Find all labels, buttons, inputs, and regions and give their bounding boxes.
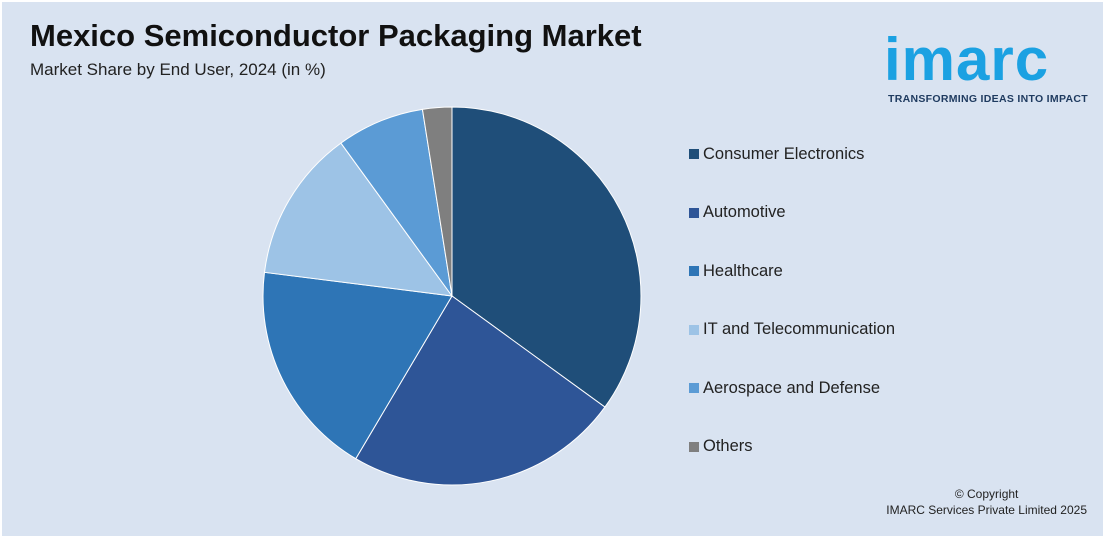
legend-item: Aerospace and Defense bbox=[689, 376, 895, 400]
legend-swatch bbox=[689, 441, 699, 452]
pie-chart bbox=[262, 106, 642, 486]
logo-tagline: TRANSFORMING IDEAS INTO IMPACT bbox=[888, 93, 1088, 105]
legend-swatch bbox=[689, 383, 699, 394]
logo-wordmark: imarc bbox=[884, 26, 1050, 93]
legend-item: Consumer Electronics bbox=[689, 142, 895, 166]
chart-title: Mexico Semiconductor Packaging Market bbox=[30, 18, 642, 53]
legend-swatch bbox=[689, 207, 699, 218]
pie-slice-healthcare bbox=[262, 271, 453, 460]
legend-swatch bbox=[689, 149, 699, 159]
copyright-line2: IMARC Services Private Limited 2025 bbox=[886, 503, 1087, 517]
pie-slice-it-and-telecommunication bbox=[263, 142, 454, 297]
legend-item: Healthcare bbox=[689, 259, 895, 283]
pie-slice-automotive bbox=[355, 295, 606, 486]
legend-item: Automotive bbox=[689, 201, 895, 225]
legend-item: Others bbox=[689, 435, 895, 459]
copyright-line1: © Copyright bbox=[954, 487, 1019, 501]
legend-item: IT and Telecommunication bbox=[689, 318, 895, 342]
chart-legend: Consumer Electronics Automotive Healthcare… bbox=[689, 142, 895, 494]
legend-label: Healthcare bbox=[703, 261, 783, 280]
copyright-notice: © Copyright IMARC Services Private Limit… bbox=[886, 486, 1087, 518]
pie-slices bbox=[262, 106, 642, 486]
legend-swatch bbox=[689, 266, 699, 277]
legend-label: IT and Telecommunication bbox=[703, 320, 895, 339]
legend-label: Others bbox=[703, 437, 753, 456]
imarc-logo: imarc TRANSFORMING IDEAS INTO IMPACT bbox=[882, 14, 1097, 109]
legend-swatch bbox=[689, 324, 699, 335]
pie-slice-consumer-electronics bbox=[451, 106, 642, 408]
legend-label: Automotive bbox=[703, 203, 786, 222]
pie-slice-others bbox=[421, 106, 453, 297]
chart-subtitle: Market Share by End User, 2024 (in %) bbox=[30, 60, 326, 79]
legend-label: Aerospace and Defense bbox=[703, 378, 881, 397]
legend-label: Consumer Electronics bbox=[703, 144, 865, 163]
